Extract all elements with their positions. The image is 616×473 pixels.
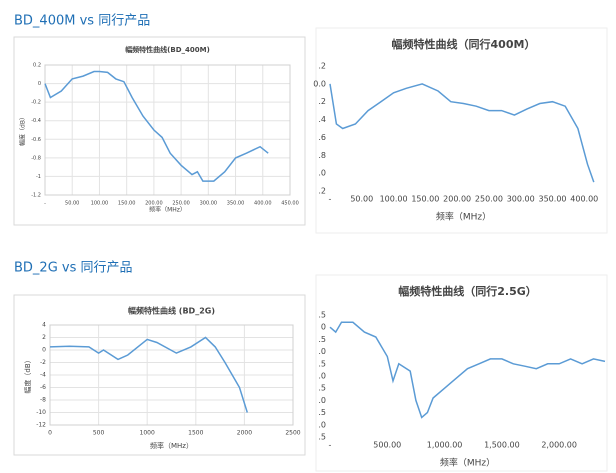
line-series: [44, 70, 269, 182]
y-tick-label: -10: [36, 409, 46, 416]
y-tick-label: 0.0: [313, 79, 326, 88]
line-series: [329, 83, 595, 183]
x-tick-label: 350.00: [227, 201, 245, 207]
y-tick-label: -0.8: [31, 155, 41, 161]
y-tick-label: .0: [318, 347, 326, 356]
y-tick-label: .0: [318, 396, 326, 405]
y-tick-label: 2: [42, 334, 46, 341]
y-tick-label: .5: [318, 311, 326, 320]
x-tick-label: 50.00: [350, 195, 373, 204]
y-tick-label: 0: [38, 81, 41, 87]
x-axis-label: 频率（MHz）: [150, 441, 193, 450]
y-tick-label: 4: [42, 322, 46, 329]
plot-frame: [49, 324, 294, 426]
y-tick-label: .8: [318, 151, 326, 160]
y-tick-label: -4: [40, 372, 46, 379]
x-tick-label: 450.00: [281, 201, 299, 207]
x-axis-label: 频率（MHz）: [436, 211, 491, 223]
section-heading: BD_400M vs 同行产品: [14, 14, 150, 29]
chart-title: 幅频特性曲线（同行2.5G）: [398, 284, 537, 298]
y-tick-label: .5: [318, 384, 326, 393]
panel: [13, 36, 306, 226]
y-axis-label: 幅度（dB）: [23, 356, 32, 393]
x-tick-label: 1,000.00: [427, 441, 463, 450]
y-tick-label: -1: [36, 174, 41, 180]
y-tick-label: .5: [318, 433, 326, 442]
panel: [13, 294, 306, 456]
chart-title: 幅频特性曲线 (BD_2G): [128, 306, 215, 316]
x-tick-label: 200.00: [443, 195, 471, 204]
y-tick-label: -0.6: [31, 137, 41, 143]
line-series: [49, 336, 249, 413]
x-tick-label: 150.00: [118, 201, 136, 207]
y-tick-label: .5: [318, 335, 326, 344]
y-tick-label: 0: [42, 347, 46, 354]
y-tick-label: -0.2: [31, 100, 41, 106]
x-tick-label: 250.00: [475, 195, 503, 204]
y-tick-label: -2: [40, 359, 46, 366]
x-tick-label: 100.00: [91, 201, 109, 207]
y-tick-label: .5: [318, 408, 326, 417]
y-tick-label: -0.4: [31, 118, 41, 124]
y-tick-label: -6: [40, 384, 46, 391]
y-tick-label: 0.2: [33, 63, 41, 69]
x-tick-label: 2,000.00: [541, 441, 577, 450]
y-axis-label: 幅度（dB）: [19, 114, 27, 146]
y-tick-label: -8: [40, 397, 46, 404]
x-tick-label: 1,500.00: [484, 441, 520, 450]
y-tick-label: .4: [318, 115, 326, 124]
y-tick-label: .5: [318, 359, 326, 368]
panel: [315, 27, 608, 234]
panel: [315, 274, 608, 472]
x-tick-label: 100.00: [380, 195, 408, 204]
x-tick-label: 300.00: [507, 195, 535, 204]
x-tick-label: 400.00: [570, 195, 598, 204]
x-tick-label: 350.00: [539, 195, 567, 204]
x-tick-label: -: [44, 201, 46, 207]
y-tick-label: .6: [318, 133, 326, 142]
x-tick-label: 200.00: [145, 201, 163, 207]
chart-title: 幅频特性曲线（同行400M）: [392, 37, 536, 51]
x-tick-label: 1000: [140, 430, 155, 437]
x-tick-label: -: [329, 195, 332, 204]
x-tick-label: 0: [48, 430, 52, 437]
y-tick-label: .0: [318, 372, 326, 381]
x-tick-label: -: [329, 441, 332, 450]
x-tick-label: 2000: [237, 430, 252, 437]
x-axis-label: 频率（MHz）: [440, 457, 495, 469]
x-tick-label: 500: [93, 430, 105, 437]
x-tick-label: 2500: [285, 430, 300, 437]
x-tick-label: 1500: [188, 430, 203, 437]
y-tick-label: .2: [318, 187, 326, 196]
x-tick-label: 150.00: [411, 195, 439, 204]
x-tick-label: 250.00: [172, 201, 190, 207]
chart-title: 幅频特性曲线(BD_400M): [125, 45, 210, 54]
plot-frame: [44, 64, 291, 196]
x-tick-label: 300.00: [200, 201, 218, 207]
x-tick-label: 400.00: [254, 201, 272, 207]
y-tick-label: 0: [321, 323, 326, 332]
y-tick-label: -12: [36, 422, 46, 429]
y-tick-label: .2: [318, 62, 326, 71]
y-tick-label: -1.2: [31, 193, 41, 199]
x-axis-label: 频率（MHz）: [149, 206, 186, 214]
section-heading: BD_2G vs 同行产品: [14, 261, 133, 276]
x-tick-label: 50.00: [65, 201, 79, 207]
y-tick-label: .2: [318, 97, 326, 106]
x-tick-label: 500.00: [373, 441, 401, 450]
line-series: [329, 321, 606, 419]
y-tick-label: .0: [318, 169, 326, 178]
y-tick-label: .0: [318, 420, 326, 429]
